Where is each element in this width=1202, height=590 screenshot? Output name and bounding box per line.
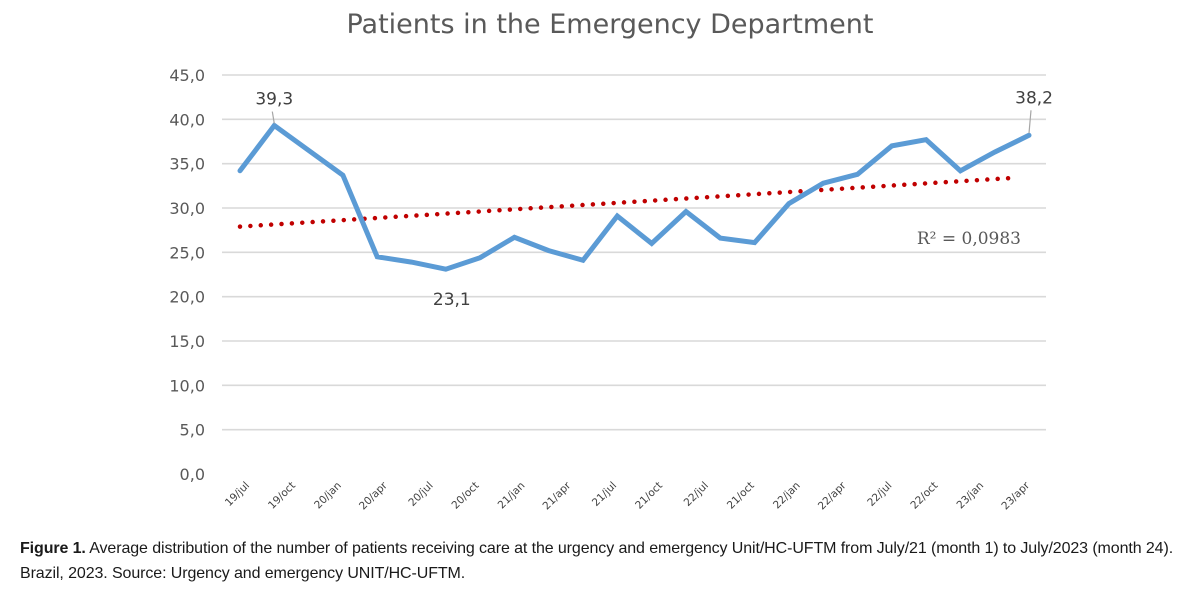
x-tick-label: 21/jul [590, 480, 619, 509]
y-tick-label: 20,0 [169, 288, 205, 307]
y-tick-label: 0,0 [180, 465, 205, 484]
gridlines [222, 74, 1046, 431]
x-tick-label: 22/apr [816, 479, 849, 512]
figure-caption: Figure 1. Average distribution of the nu… [20, 536, 1200, 586]
y-axis-ticks: 0,0 5,0 10,0 15,0 20,0 25,0 30,0 35,0 40,0 45,0 [169, 66, 205, 484]
trendline [237, 175, 1017, 229]
series-line [237, 122, 1032, 272]
data-label: 38,2 [1015, 88, 1053, 108]
y-tick-label: 30,0 [169, 199, 205, 218]
line-chart: Patients in the Emergency Department 0,0… [169, 9, 1053, 512]
x-tick-label: 23/apr [999, 479, 1032, 512]
y-tick-label: 35,0 [169, 155, 205, 174]
r-squared-label: R² = 0,0983 [917, 229, 1021, 249]
trendline-path [237, 175, 1017, 229]
x-tick-label: 20/oct [450, 480, 482, 512]
y-tick-label: 10,0 [169, 376, 205, 395]
data-label-leader [1028, 110, 1032, 134]
data-labels: 39,3 23,1 38,2 [255, 88, 1053, 310]
x-tick-label: 20/jul [406, 480, 435, 509]
x-tick-label: 22/jan [771, 480, 803, 512]
x-tick-label: 22/jul [682, 480, 711, 509]
x-tick-label: 21/oct [725, 480, 757, 512]
x-tick-label: 19/jul [223, 480, 252, 509]
y-tick-label: 5,0 [180, 421, 205, 440]
y-tick-label: 25,0 [169, 243, 205, 262]
figure-caption-text: Average distribution of the number of pa… [20, 540, 1174, 582]
x-tick-label: 22/oct [908, 480, 940, 512]
x-tick-label: 23/jan [954, 480, 986, 512]
x-tick-label: 21/jan [496, 480, 528, 512]
y-tick-label: 40,0 [169, 110, 205, 129]
figure-caption-label: Figure 1. [20, 540, 86, 557]
x-tick-label: 22/jul [865, 480, 894, 509]
y-tick-label: 15,0 [169, 332, 205, 351]
x-tick-label: 19/oct [266, 480, 298, 512]
data-label: 39,3 [255, 90, 293, 110]
series-patients [237, 122, 1032, 272]
x-tick-label: 20/apr [357, 479, 390, 512]
data-label: 23,1 [433, 290, 471, 310]
x-axis-ticks: 19/jul 19/oct 20/jan 20/apr 20/jul 20/oct 21/j… [223, 479, 1033, 512]
y-tick-label: 45,0 [169, 66, 205, 85]
x-tick-label: 20/jan [312, 480, 344, 512]
chart-title: Patients in the Emergency Department [346, 9, 873, 40]
x-tick-label: 21/oct [633, 480, 665, 512]
data-label-leader [271, 111, 275, 124]
x-tick-label: 21/apr [541, 479, 574, 512]
